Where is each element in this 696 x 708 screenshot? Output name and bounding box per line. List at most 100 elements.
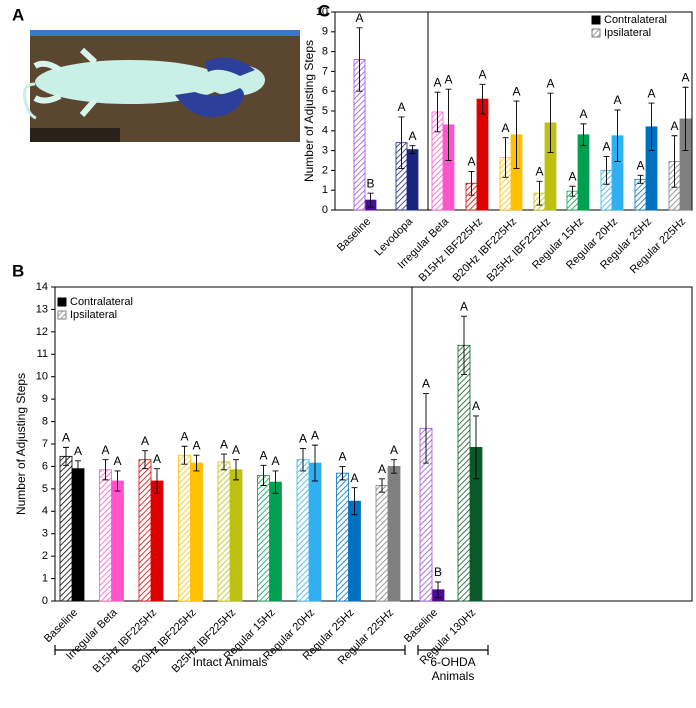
error-bar [536,180,543,206]
y-tick-label: 12 [36,326,48,338]
bar [336,472,349,602]
y-tick-label: 11 [37,348,48,360]
error-bar [312,444,318,482]
significance-letter: A [232,443,240,457]
bar [257,474,270,602]
y-tick-label: 4 [42,505,48,517]
x-tick-label: Baseline [335,216,373,254]
y-tick-label: 10 [36,371,48,383]
error-bar [63,446,69,466]
error-bar [569,185,576,197]
y-tick-label: 9 [42,393,48,405]
bar [71,468,85,602]
error-bar [356,27,363,92]
y-tick-label: 4 [322,125,328,137]
bar [476,98,489,211]
legend-swatch [591,28,601,38]
error-bar [193,454,200,472]
bar [387,466,401,602]
significance-letter: A [113,454,121,468]
legend-swatch [57,310,67,320]
significance-letter: A [259,448,267,462]
y-tick-label: 7 [42,438,48,450]
significance-letter: A [299,432,307,446]
significance-letter: A [422,377,430,391]
error-bar [272,470,279,494]
y-axis-title: Number of Adjusting Steps [14,373,28,515]
legend-label: Contralateral [604,14,667,26]
legend-swatch [57,297,67,307]
y-tick-label: 1 [322,184,328,196]
error-bar [502,137,509,178]
significance-letter: A [153,452,161,466]
bar [229,469,243,602]
bar [406,149,419,211]
significance-letter: A [613,93,621,107]
significance-letter: A [101,443,109,457]
photo [23,30,300,142]
y-tick-label: 6 [322,85,328,97]
y-tick-label: 5 [322,105,328,117]
y-tick-label: 14 [36,281,48,293]
significance-letter: A [636,159,644,173]
significance-letter: A [62,431,70,445]
significance-letter: A [512,84,520,98]
significance-letter: A [74,444,82,458]
bar [138,459,152,602]
significance-letter: A [433,75,441,89]
y-tick-label: 9 [322,26,328,38]
y-tick-label: 2 [42,550,48,562]
error-bar [580,123,587,147]
y-tick-label: 1 [42,572,48,584]
y-tick-label: 5 [42,483,48,495]
bar [348,500,361,602]
panel-label: C [318,1,330,20]
error-bar [468,170,475,196]
bar [308,462,322,602]
group-label: 6-OHDA Animals [430,655,476,683]
significance-letter: A [535,164,543,178]
y-tick-label: 13 [36,303,48,315]
significance-letter: A [602,140,610,154]
y-tick-label: 0 [42,595,48,607]
error-bar [513,100,520,169]
significance-letter: A [350,471,358,485]
significance-letter: A [141,434,149,448]
error-bar [233,459,239,481]
bar [99,469,112,602]
significance-letter: B [434,565,442,579]
legend-swatch [591,15,601,25]
significance-letter: A [472,399,480,413]
error-bar [154,468,160,494]
bar [296,459,310,602]
error-bar [221,453,227,471]
y-axis-title: Number of Adjusting Steps [302,40,316,182]
error-bar [300,448,306,472]
y-tick-label: 3 [322,145,328,157]
error-bar [114,470,121,492]
bar [190,462,203,602]
significance-letter: A [192,438,200,452]
significance-letter: A [478,67,486,81]
bar [634,178,647,211]
error-bar [142,450,148,470]
group-bracket [54,645,406,655]
y-tick-label: 0 [322,204,328,216]
bar [217,461,231,602]
significance-letter: B [366,176,374,190]
bar [150,480,164,602]
significance-letter: A [670,119,678,133]
error-bar [102,459,109,481]
error-bar [260,464,267,486]
y-tick-label: 2 [322,164,328,176]
significance-letter: A [311,428,319,442]
error-bar [637,174,644,184]
bar [457,344,471,602]
error-bar [367,192,374,208]
y-tick-label: 6 [42,460,48,472]
x-tick-label: Baseline [42,607,80,645]
error-bar [398,116,405,169]
significance-letter: A [397,100,405,114]
error-bar [391,459,397,474]
